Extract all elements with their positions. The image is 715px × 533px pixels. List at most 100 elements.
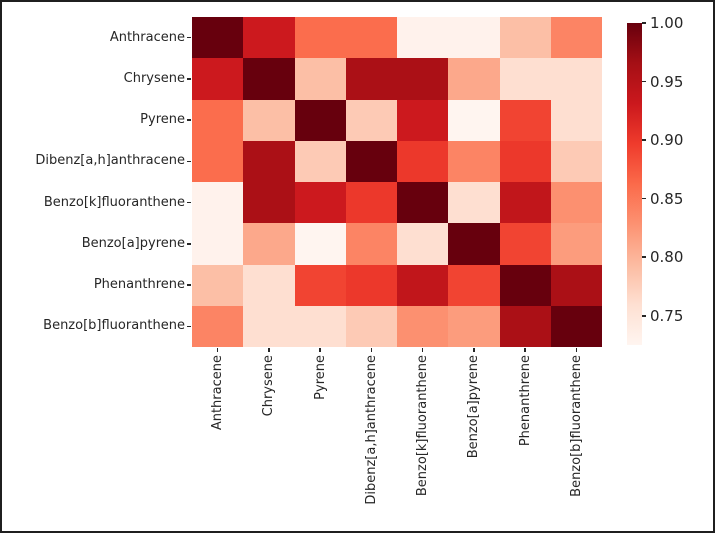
heatmap-cell — [397, 99, 449, 141]
y-tick-mark — [187, 36, 191, 39]
colorbar-tick-mark — [642, 80, 646, 83]
y-tick-label: Dibenz[a,h]anthracene — [35, 153, 185, 169]
heatmap-cell — [243, 182, 295, 224]
y-tick-mark — [187, 325, 191, 328]
heatmap-cell — [499, 182, 551, 224]
y-tick-mark — [187, 243, 191, 245]
heatmap-cell — [294, 99, 346, 141]
x-tick-label: Phenanthrene — [517, 355, 533, 447]
x-tick-mark — [370, 348, 373, 352]
y-tick-mark — [187, 119, 191, 121]
colorbar-tick-mark — [642, 139, 646, 141]
heatmap-cell — [243, 140, 295, 182]
x-tick-label: Pyrene — [312, 355, 328, 400]
x-tick-mark — [575, 348, 578, 352]
colorbar-tick-mark — [642, 256, 646, 258]
heatmap-cell — [550, 305, 602, 347]
x-tick-mark — [524, 348, 526, 352]
heatmap-cell — [345, 58, 397, 100]
heatmap-cell — [550, 99, 602, 141]
y-tick-mark — [187, 78, 191, 80]
heatmap-cell — [294, 264, 346, 306]
heatmap-cell — [243, 264, 295, 306]
x-tick-mark — [421, 348, 424, 352]
x-tick-mark — [319, 348, 321, 352]
heatmap-cell — [397, 17, 449, 59]
heatmap-cell — [243, 17, 295, 59]
heatmap-cell — [397, 305, 449, 347]
colorbar-tick-label: 1.00 — [650, 14, 684, 32]
heatmap-cell — [550, 58, 602, 100]
heatmap-cell — [294, 305, 346, 347]
heatmap-cell — [397, 264, 449, 306]
heatmap-cell — [550, 182, 602, 224]
x-tick-label: Benzo[a]pyrene — [466, 355, 482, 459]
heatmap-cell — [345, 99, 397, 141]
heatmap-cell — [550, 223, 602, 265]
heatmap-cell — [345, 17, 397, 59]
heatmap-cell — [499, 58, 551, 100]
heatmap-cell — [243, 58, 295, 100]
colorbar-tick-label: 0.75 — [650, 306, 684, 325]
colorbar-tick-label: 0.80 — [650, 248, 684, 267]
x-tick-label: Benzo[b]fluoranthene — [568, 355, 584, 497]
colorbar-gradient — [627, 23, 642, 345]
x-tick-label: Dibenz[a,h]anthracene — [363, 355, 379, 505]
heatmap-cell — [294, 140, 346, 182]
heatmap-cell — [499, 305, 551, 347]
heatmap-cell — [192, 17, 244, 59]
heatmap-cell — [499, 264, 551, 306]
colorbar-tick-label: 0.95 — [650, 72, 684, 91]
colorbar-tick-mark — [642, 22, 646, 24]
heatmap-cell — [345, 223, 397, 265]
heatmap-cell — [345, 305, 397, 347]
heatmap-cell — [397, 58, 449, 100]
heatmap-cell — [294, 182, 346, 224]
heatmap-cell — [345, 182, 397, 224]
y-tick-label: Phenanthrene — [93, 277, 185, 293]
y-tick-label: Benzo[b]fluoranthene — [43, 318, 185, 334]
y-tick-label: Pyrene — [140, 112, 185, 128]
heatmap-cell — [448, 223, 500, 265]
x-tick-label: Benzo[k]fluoranthene — [415, 355, 431, 497]
colorbar-tick-label: 0.90 — [650, 131, 684, 150]
heatmap-cell — [192, 264, 244, 306]
heatmap-cell — [397, 223, 449, 265]
heatmap-cell — [448, 264, 500, 306]
heatmap-cell — [499, 17, 551, 59]
y-tick-label: Chrysene — [123, 70, 185, 86]
heatmap-cell — [448, 17, 500, 59]
heatmap-cell — [448, 140, 500, 182]
heatmap-cell — [397, 140, 449, 182]
x-tick-label: Anthracene — [210, 355, 226, 431]
heatmap-grid — [192, 17, 602, 347]
y-tick-label: Benzo[k]fluoranthene — [43, 194, 185, 210]
x-tick-label: Chrysene — [261, 355, 277, 417]
x-tick-mark — [473, 348, 475, 352]
heatmap-cell — [448, 58, 500, 100]
colorbar-tick-label: 0.85 — [650, 189, 684, 208]
y-tick-label: Benzo[a]pyrene — [81, 235, 185, 251]
heatmap-cell — [192, 305, 244, 347]
heatmap-cell — [550, 140, 602, 182]
heatmap-cell — [448, 182, 500, 224]
heatmap-cell — [192, 223, 244, 265]
heatmap-cell — [448, 99, 500, 141]
colorbar-tick-mark — [642, 197, 646, 200]
heatmap-cell — [499, 99, 551, 141]
heatmap-cell — [448, 305, 500, 347]
heatmap-cell — [192, 99, 244, 141]
heatmap-cell — [345, 264, 397, 306]
heatmap-cell — [294, 223, 346, 265]
heatmap-cell — [499, 223, 551, 265]
heatmap-cell — [243, 99, 295, 141]
y-tick-label: Anthracene — [109, 29, 185, 45]
heatmap-cell — [550, 264, 602, 306]
heatmap-cell — [294, 58, 346, 100]
x-tick-mark — [268, 348, 270, 352]
heatmap-cell — [192, 182, 244, 224]
y-tick-mark — [187, 160, 191, 163]
heatmap-cell — [397, 182, 449, 224]
heatmap-cell — [192, 140, 244, 182]
